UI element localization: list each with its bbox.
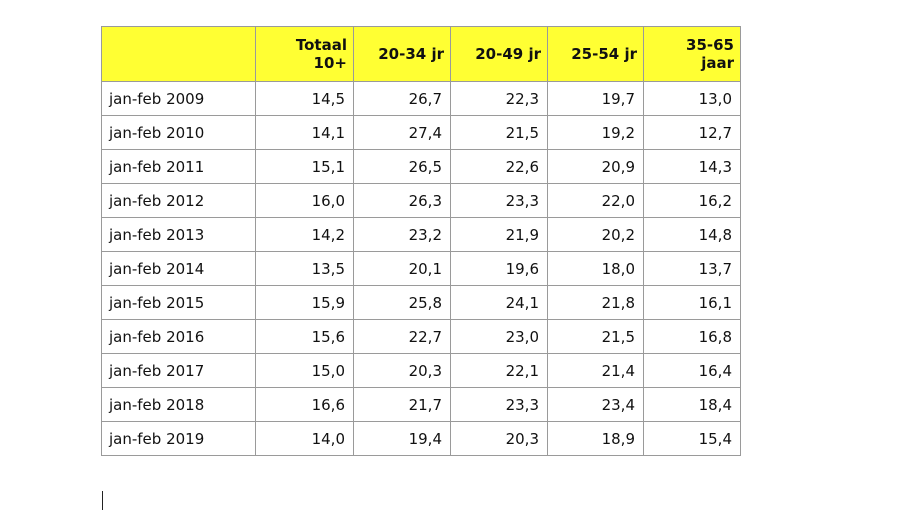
cell-period: jan-feb 2016: [101, 319, 256, 354]
cell-period: jan-feb 2009: [101, 81, 256, 116]
cell-value: 13,0: [643, 81, 741, 116]
cell-value: 15,9: [255, 285, 354, 320]
cell-value: 14,0: [255, 421, 354, 456]
cell-value: 14,2: [255, 217, 354, 252]
cell-value: 19,6: [450, 251, 548, 286]
cell-value: 16,8: [643, 319, 741, 354]
table-row: jan-feb 2017 15,0 20,3 22,1 21,4 16,4: [101, 353, 741, 388]
cell-value: 21,9: [450, 217, 548, 252]
cell-value: 14,3: [643, 149, 741, 184]
cell-value: 14,1: [255, 115, 354, 150]
cell-value: 15,0: [255, 353, 354, 388]
table-row: jan-feb 2013 14,2 23,2 21,9 20,2 14,8: [101, 217, 741, 252]
header-row: Totaal 10+ 20-34 jr 20-49 jr 25-54 jr 35…: [101, 26, 741, 82]
text-cursor: [102, 491, 103, 510]
cell-value: 19,2: [547, 115, 644, 150]
cell-value: 18,0: [547, 251, 644, 286]
table-row: jan-feb 2016 15,6 22,7 23,0 21,5 16,8: [101, 319, 741, 354]
header-20-34: 20-34 jr: [353, 26, 451, 82]
cell-value: 22,3: [450, 81, 548, 116]
table-header: Totaal 10+ 20-34 jr 20-49 jr 25-54 jr 35…: [101, 26, 741, 82]
header-totaal: Totaal 10+: [255, 26, 354, 82]
table-row: jan-feb 2015 15,9 25,8 24,1 21,8 16,1: [101, 285, 741, 320]
data-table: Totaal 10+ 20-34 jr 20-49 jr 25-54 jr 35…: [101, 26, 741, 456]
cell-value: 22,7: [353, 319, 451, 354]
table-row: jan-feb 2012 16,0 26,3 23,3 22,0 16,2: [101, 183, 741, 218]
cell-value: 23,0: [450, 319, 548, 354]
cell-value: 14,5: [255, 81, 354, 116]
cell-value: 21,5: [547, 319, 644, 354]
cell-period: jan-feb 2014: [101, 251, 256, 286]
cell-value: 21,4: [547, 353, 644, 388]
cell-value: 18,9: [547, 421, 644, 456]
cell-value: 21,8: [547, 285, 644, 320]
cell-value: 16,1: [643, 285, 741, 320]
cell-value: 16,2: [643, 183, 741, 218]
cell-value: 22,0: [547, 183, 644, 218]
cell-value: 13,7: [643, 251, 741, 286]
cell-value: 18,4: [643, 387, 741, 422]
header-35-65: 35-65 jaar: [643, 26, 741, 82]
data-table-container: Totaal 10+ 20-34 jr 20-49 jr 25-54 jr 35…: [101, 26, 741, 456]
cell-value: 16,6: [255, 387, 354, 422]
cell-value: 22,6: [450, 149, 548, 184]
table-row: jan-feb 2014 13,5 20,1 19,6 18,0 13,7: [101, 251, 741, 286]
cell-value: 15,4: [643, 421, 741, 456]
table-row: jan-feb 2010 14,1 27,4 21,5 19,2 12,7: [101, 115, 741, 150]
cell-period: jan-feb 2012: [101, 183, 256, 218]
cell-value: 15,6: [255, 319, 354, 354]
cell-value: 20,9: [547, 149, 644, 184]
cell-value: 22,1: [450, 353, 548, 388]
cell-value: 23,4: [547, 387, 644, 422]
cell-period: jan-feb 2015: [101, 285, 256, 320]
cell-value: 19,4: [353, 421, 451, 456]
cell-period: jan-feb 2017: [101, 353, 256, 388]
cell-value: 23,3: [450, 183, 548, 218]
cell-value: 20,3: [450, 421, 548, 456]
cell-value: 26,7: [353, 81, 451, 116]
cell-value: 20,2: [547, 217, 644, 252]
cell-value: 19,7: [547, 81, 644, 116]
cell-value: 27,4: [353, 115, 451, 150]
table-row: jan-feb 2011 15,1 26,5 22,6 20,9 14,3: [101, 149, 741, 184]
header-period: [101, 26, 256, 82]
cell-period: jan-feb 2011: [101, 149, 256, 184]
cell-value: 20,3: [353, 353, 451, 388]
cell-period: jan-feb 2018: [101, 387, 256, 422]
cell-period: jan-feb 2013: [101, 217, 256, 252]
cell-value: 24,1: [450, 285, 548, 320]
cell-value: 23,3: [450, 387, 548, 422]
header-25-54: 25-54 jr: [547, 26, 644, 82]
cell-value: 21,7: [353, 387, 451, 422]
cell-value: 13,5: [255, 251, 354, 286]
table-row: jan-feb 2019 14,0 19,4 20,3 18,9 15,4: [101, 421, 741, 456]
cell-value: 25,8: [353, 285, 451, 320]
cell-value: 16,0: [255, 183, 354, 218]
cell-value: 21,5: [450, 115, 548, 150]
table-body: jan-feb 2009 14,5 26,7 22,3 19,7 13,0 jan-feb …: [101, 81, 741, 456]
cell-value: 14,8: [643, 217, 741, 252]
header-20-49: 20-49 jr: [450, 26, 548, 82]
cell-value: 23,2: [353, 217, 451, 252]
cell-value: 26,3: [353, 183, 451, 218]
cell-value: 12,7: [643, 115, 741, 150]
cell-value: 15,1: [255, 149, 354, 184]
cell-value: 20,1: [353, 251, 451, 286]
table-row: jan-feb 2009 14,5 26,7 22,3 19,7 13,0: [101, 81, 741, 116]
cell-value: 16,4: [643, 353, 741, 388]
cell-period: jan-feb 2010: [101, 115, 256, 150]
cell-value: 26,5: [353, 149, 451, 184]
cell-period: jan-feb 2019: [101, 421, 256, 456]
table-row: jan-feb 2018 16,6 21,7 23,3 23,4 18,4: [101, 387, 741, 422]
